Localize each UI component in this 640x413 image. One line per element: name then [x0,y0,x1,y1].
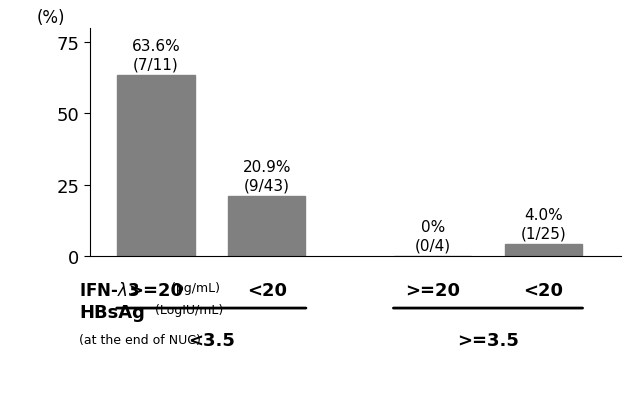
Text: 20.9%
(9/43): 20.9% (9/43) [243,160,291,193]
Text: IFN-$\lambda$3: IFN-$\lambda$3 [79,281,140,299]
Text: (LogIU/mL): (LogIU/mL) [150,304,223,317]
Bar [504,244,582,256]
Text: HBsAg: HBsAg [79,304,145,322]
Text: <3.5: <3.5 [188,331,235,349]
Text: (at the end of NUC): (at the end of NUC) [79,333,201,346]
Text: >=3.5: >=3.5 [457,331,519,349]
Bar [117,76,195,256]
Text: 4.0%
(1/25): 4.0% (1/25) [520,208,566,241]
Text: (pg/mL): (pg/mL) [166,281,220,294]
Text: >=20: >=20 [129,281,184,299]
Text: 0%
(0/4): 0% (0/4) [415,219,451,253]
Text: <20: <20 [246,281,287,299]
Text: 63.6%
(7/11): 63.6% (7/11) [132,38,180,72]
Bar [228,197,305,256]
Text: (%): (%) [36,9,65,26]
Text: <20: <20 [524,281,563,299]
Text: >=20: >=20 [405,281,460,299]
